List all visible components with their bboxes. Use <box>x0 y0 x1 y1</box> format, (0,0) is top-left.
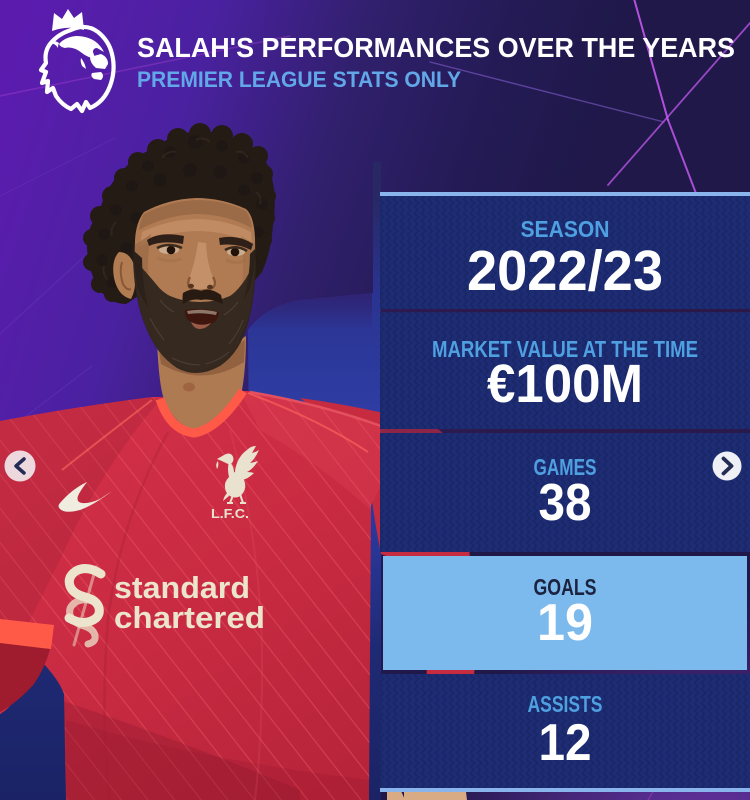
svg-text:PREMIER LEAGUE STATS ONLY: PREMIER LEAGUE STATS ONLY <box>137 67 461 92</box>
svg-text:2022/23: 2022/23 <box>467 239 663 303</box>
svg-text:19: 19 <box>537 594 593 652</box>
svg-text:GOALS: GOALS <box>534 574 597 600</box>
svg-text:SEASON: SEASON <box>521 216 610 242</box>
svg-text:ASSISTS: ASSISTS <box>528 691 603 717</box>
svg-text:MARKET VALUE AT THE TIME: MARKET VALUE AT THE TIME <box>432 336 698 362</box>
svg-text:38: 38 <box>539 474 592 532</box>
svg-text:GAMES: GAMES <box>534 454 597 480</box>
svg-text:L.F.C.: L.F.C. <box>211 506 249 521</box>
svg-text:€100M: €100M <box>487 354 643 414</box>
svg-text:chartered: chartered <box>114 600 265 635</box>
svg-text:SALAH'S PERFORMANCES OVER THE: SALAH'S PERFORMANCES OVER THE YEARS <box>137 32 735 63</box>
svg-text:standard: standard <box>114 570 250 605</box>
svg-text:12: 12 <box>539 714 592 772</box>
